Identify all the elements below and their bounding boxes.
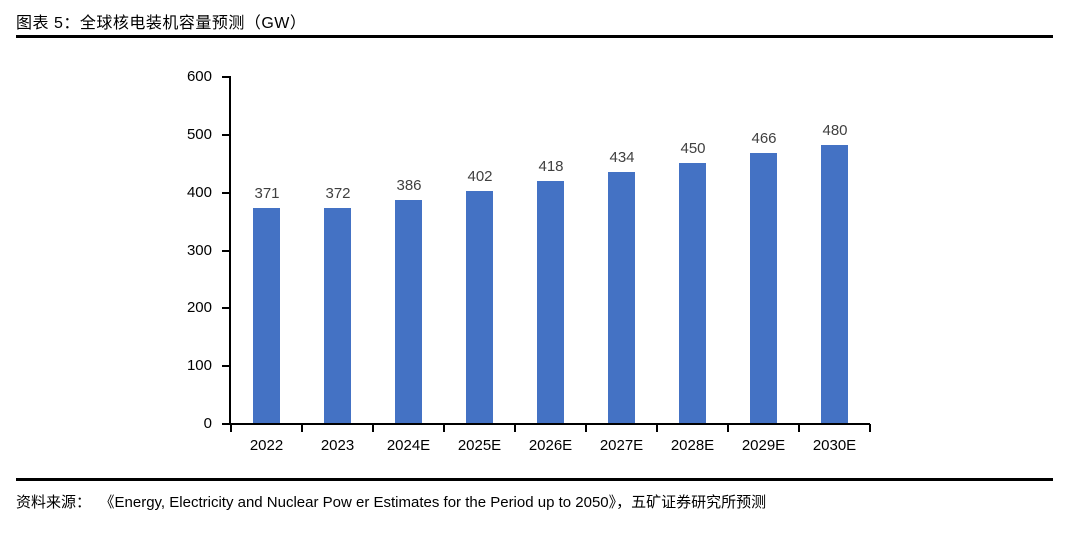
y-axis-label: 200 xyxy=(186,299,212,316)
bar xyxy=(466,191,493,423)
x-axis-tick xyxy=(372,424,374,432)
source-label: 资料来源： xyxy=(16,494,92,511)
y-axis-tick xyxy=(222,250,230,252)
y-axis-label: 600 xyxy=(186,68,212,85)
source-line: 资料来源： 《Energy, Electricity and Nuclear Po… xyxy=(16,491,766,512)
y-axis-tick xyxy=(222,76,230,78)
x-axis-label: 2024E xyxy=(386,437,431,454)
x-axis-label: 2028E xyxy=(670,437,715,454)
bar xyxy=(821,145,848,423)
y-axis-tick xyxy=(222,365,230,367)
bottom-divider xyxy=(16,478,1053,481)
x-axis-label: 2025E xyxy=(457,437,502,454)
x-axis-label: 2030E xyxy=(812,437,857,454)
y-axis-tick xyxy=(222,307,230,309)
bar-value-label: 466 xyxy=(751,130,777,147)
bar-value-label: 386 xyxy=(396,177,422,194)
y-axis-label: 300 xyxy=(186,242,212,259)
y-axis-label: 100 xyxy=(186,357,212,374)
figure-title: 图表 5：全球核电装机容量预测（GW） xyxy=(16,15,307,32)
x-axis-tick xyxy=(869,424,871,432)
x-axis-tick xyxy=(585,424,587,432)
bar xyxy=(679,163,706,423)
x-axis-tick xyxy=(656,424,658,432)
bar xyxy=(537,181,564,423)
y-axis-tick xyxy=(222,134,230,136)
bar-value-label: 402 xyxy=(467,168,493,185)
y-axis-tick xyxy=(222,192,230,194)
x-axis-label: 2023 xyxy=(320,437,355,454)
x-axis-tick xyxy=(301,424,303,432)
bar xyxy=(608,172,635,423)
bar xyxy=(253,208,280,423)
x-axis-tick xyxy=(798,424,800,432)
bar-value-label: 372 xyxy=(325,185,351,202)
y-axis-tick xyxy=(222,423,230,425)
x-axis-tick xyxy=(230,424,232,432)
bar-value-label: 434 xyxy=(609,149,635,166)
bar xyxy=(750,153,777,423)
bar-value-label: 450 xyxy=(680,140,706,157)
x-axis-label: 2029E xyxy=(741,437,786,454)
x-axis-tick xyxy=(727,424,729,432)
bar-value-label: 371 xyxy=(254,185,280,202)
x-axis-label: 2027E xyxy=(599,437,644,454)
top-divider xyxy=(16,35,1053,38)
bar xyxy=(324,208,351,423)
x-axis-tick xyxy=(443,424,445,432)
x-axis-label: 2026E xyxy=(528,437,573,454)
y-axis-label: 0 xyxy=(203,415,212,432)
x-axis-tick xyxy=(514,424,516,432)
y-axis-line xyxy=(229,76,231,425)
bar xyxy=(395,200,422,423)
x-axis-line xyxy=(224,423,870,425)
bar-value-label: 480 xyxy=(822,122,848,139)
y-axis-label: 500 xyxy=(186,126,212,143)
x-axis-label: 2022 xyxy=(249,437,284,454)
source-text: 《Energy, Electricity and Nuclear Pow er … xyxy=(107,494,767,511)
bar-value-label: 418 xyxy=(538,158,564,175)
y-axis-label: 400 xyxy=(186,184,212,201)
